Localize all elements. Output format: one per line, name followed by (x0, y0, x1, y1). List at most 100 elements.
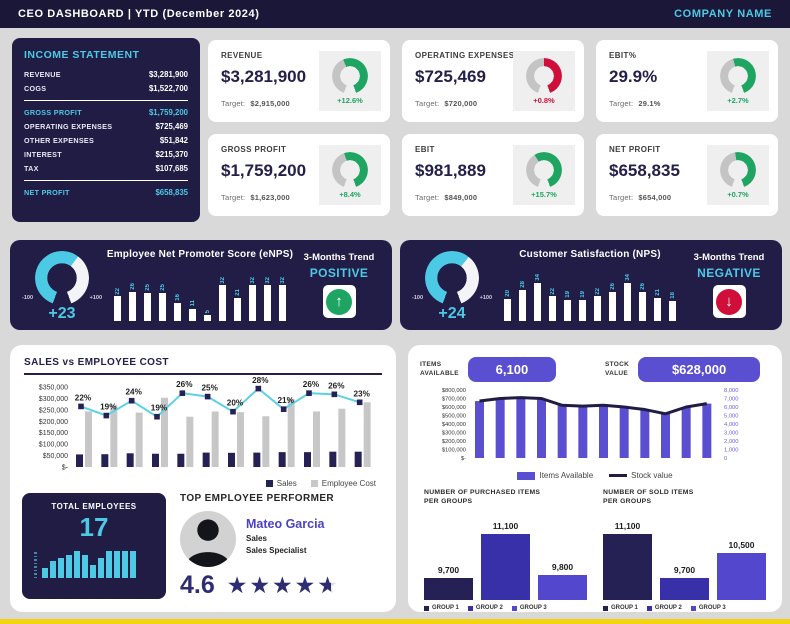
nps-bar-value: 22 (549, 287, 556, 295)
kpi-gauge: +2.7% (707, 51, 769, 111)
legend-item: GROUP 2 (467, 605, 503, 611)
page-title: CEO DASHBOARD | YTD (December 2024) (18, 8, 260, 20)
purchased-items-chart: NUMBER OF PURCHASED ITEMS PER GROUPS 9,7… (424, 488, 587, 611)
svg-text:23%: 23% (353, 389, 370, 398)
svg-text:$150,000: $150,000 (39, 430, 68, 437)
gauge-arc (332, 151, 368, 188)
mini-bar (90, 564, 96, 578)
nps-bars: 20 28 34 22 19 19 22 26 34 26 21 18 (504, 263, 676, 321)
nps-bar-group: 28 (519, 281, 526, 321)
arrow-down-glyph: ↓ (716, 288, 742, 315)
mini-tick (34, 559, 37, 561)
svg-text:8,000: 8,000 (724, 388, 739, 394)
nps-bar-value: 5 (204, 310, 211, 314)
group-bar-column: 10,500 (717, 540, 766, 601)
nps-bar-value: 32 (219, 276, 226, 284)
company-name: COMPANY NAME (674, 8, 772, 20)
income-row: OTHER EXPENSES $51,842 (24, 136, 188, 145)
kpi-label: REVENUE (221, 51, 263, 60)
svg-text:7,000: 7,000 (724, 397, 739, 403)
nps-bar-group: 26 (609, 283, 616, 321)
income-row-value: $215,370 (155, 150, 188, 159)
svg-text:4,000: 4,000 (724, 422, 739, 428)
svg-text:24%: 24% (125, 388, 142, 397)
trend-up-icon: ↑ (322, 285, 356, 318)
legend-swatch (467, 605, 473, 611)
kpi-gauge: +12.6% (319, 51, 381, 111)
mini-tick (34, 552, 37, 554)
mini-tick (34, 566, 37, 568)
group-bar-column: 11,100 (481, 521, 530, 601)
nps-bar-value: 26 (609, 283, 616, 290)
svg-text:5,000: 5,000 (724, 414, 739, 420)
nps-bar (174, 303, 181, 321)
kpi-value: $725,469 (415, 67, 486, 86)
kpi-label: EBIT (415, 145, 435, 154)
legend-label: Stock value (631, 471, 673, 480)
nps-bar-value: 16 (174, 294, 181, 302)
kpi-card-ebit: EBIT $981,889 Target: $849,000 +15.7% (402, 134, 584, 216)
kpi-value: 29.9% (609, 67, 658, 86)
trend-down-icon: ↓ (712, 285, 746, 318)
items-available-pill: 6,100 (467, 357, 556, 382)
legend-item: GROUP 1 (424, 605, 459, 611)
income-row: INTEREST $215,370 (24, 150, 188, 159)
mini-tick (34, 562, 37, 564)
nps-bar (129, 291, 136, 321)
kpi-value: $1,759,200 (221, 161, 307, 180)
legend-swatch (603, 605, 608, 611)
nps-bar-group: 16 (174, 294, 181, 321)
group-bar (660, 578, 709, 601)
svg-text:$300,000: $300,000 (442, 431, 466, 437)
nps-bar-value: 11 (189, 300, 196, 307)
income-row-label: OTHER EXPENSES (24, 136, 95, 145)
svg-text:6,000: 6,000 (724, 405, 739, 411)
total-employees-count: 17 (79, 512, 109, 542)
legend-item: GROUP 3 (511, 605, 547, 611)
kpi-target-value: $2,915,000 (250, 99, 290, 108)
group-bar (424, 578, 473, 601)
svg-text:26%: 26% (303, 380, 320, 389)
kpi-delta: +2.7% (727, 95, 749, 105)
kpi-label: NET PROFIT (609, 145, 661, 154)
svg-text:22%: 22% (75, 393, 92, 402)
nps-bar (624, 283, 631, 321)
gauge-arc (720, 57, 756, 94)
svg-text:1,000: 1,000 (724, 448, 739, 454)
nps-bar (504, 298, 511, 321)
sales-vs-cost-panel: SALES vs EMPLOYEE COST $350,000 $300,000 $… (10, 345, 396, 612)
mini-axis-ticks (34, 552, 37, 578)
kpi-target: Target: $654,000 (609, 193, 768, 202)
group-bar (603, 534, 652, 601)
svg-text:26%: 26% (328, 381, 345, 390)
legend-label: GROUP 1 (432, 605, 459, 612)
nps-bar-group: 25 (144, 284, 151, 321)
income-row-value: $3,281,900 (148, 70, 188, 79)
nps-bar (234, 297, 241, 321)
enps-bars: 22 26 25 25 16 11 5 32 21 32 32 32 (114, 263, 286, 321)
income-row: TAX $107,685 (24, 164, 188, 173)
sold-bars: 11,100 9,700 10,500 (603, 512, 766, 601)
svg-text:$100,000: $100,000 (442, 448, 466, 454)
income-rows: REVENUE $3,281,900 COGS $1,522,700 GROSS PRO… (24, 70, 188, 197)
legend-label: Items Available (539, 471, 594, 480)
total-employees-title: TOTAL EMPLOYEES (51, 502, 137, 511)
legend-item: GROUP 2 (646, 605, 682, 612)
kpi-target-label: Target: (609, 193, 634, 202)
nps-bar-group: 25 (159, 284, 166, 321)
kpi-target-label: Target: (415, 99, 440, 108)
legend-label: GROUP 2 (654, 605, 682, 612)
kpi-gauge: +15.7% (513, 145, 575, 205)
income-statement-panel: INCOME STATEMENT REVENUE $3,281,900 COGS $1… (12, 38, 200, 222)
group-bar (481, 534, 530, 601)
mini-bar (42, 568, 48, 578)
rating-value: 4.6 (180, 571, 215, 599)
group-bar-column: 9,700 (424, 565, 473, 601)
nps-bar (189, 308, 196, 321)
sold-items-chart: NUMBER OF SOLD ITEMS PER GROUPS 11,100 9,… (603, 488, 766, 611)
kpi-target: Target: $849,000 (415, 193, 574, 202)
income-row-label: COGS (24, 84, 47, 93)
mini-bar (50, 561, 56, 578)
nps-panel: -100 +100 +24 Customer Satisfaction (NPS… (400, 240, 782, 330)
svg-text:2,000: 2,000 (724, 439, 739, 445)
